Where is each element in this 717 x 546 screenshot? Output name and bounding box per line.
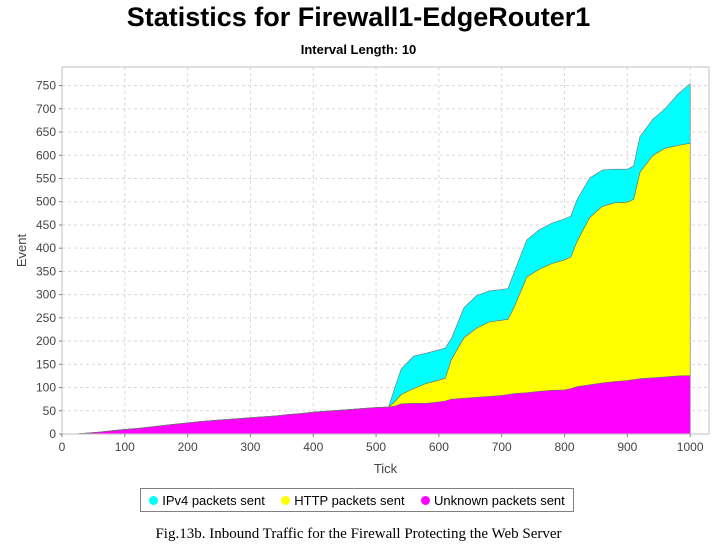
x-tick-label: 900 bbox=[617, 440, 637, 454]
x-tick-label: 1000 bbox=[677, 440, 704, 454]
y-axis-title: Event bbox=[14, 233, 29, 267]
y-tick-label: 250 bbox=[36, 311, 56, 325]
figure-caption: Fig.13b. Inbound Traffic for the Firewal… bbox=[155, 526, 562, 542]
legend-item-unknown: Unknown packets sent bbox=[420, 492, 565, 508]
y-tick-label: 450 bbox=[36, 218, 56, 232]
x-tick-label: 100 bbox=[115, 440, 135, 454]
x-tick-label: 700 bbox=[492, 440, 512, 454]
y-tick-label: 650 bbox=[36, 125, 56, 139]
x-tick-label: 0 bbox=[59, 440, 66, 454]
area-ipv4-packets-sent bbox=[61, 83, 691, 435]
y-tick-label: 150 bbox=[36, 357, 56, 371]
chart: 0 50 100 150 200 250 300 350 400 450 500 550 600 650 7… bbox=[14, 66, 710, 476]
y-tick-label: 600 bbox=[36, 148, 56, 162]
plot-border bbox=[61, 66, 710, 435]
legend-label-unknown: Unknown packets sent bbox=[433, 492, 565, 508]
y-tick-label: 300 bbox=[36, 288, 56, 302]
legend-label-http: HTTP packets sent bbox=[294, 492, 405, 508]
x-tick-label: 200 bbox=[178, 440, 198, 454]
chart-title: Statistics for Firewall1-EdgeRouter1 bbox=[126, 2, 591, 32]
y-tick-label: 100 bbox=[36, 381, 56, 395]
y-tick-label: 500 bbox=[36, 195, 56, 209]
y-tick-label: 750 bbox=[36, 79, 56, 93]
x-tick-label: 800 bbox=[555, 440, 575, 454]
y-tick-label: 0 bbox=[49, 427, 56, 441]
y-tick-label: 350 bbox=[36, 264, 56, 278]
x-tick-label: 600 bbox=[429, 440, 449, 454]
chart-legend: IPv4 packets sent HTTP packets sent Unkn… bbox=[140, 488, 574, 512]
y-tick-label: 50 bbox=[43, 404, 57, 418]
legend-label-ipv4: IPv4 packets sent bbox=[162, 492, 265, 508]
legend-swatch-ipv4 bbox=[149, 495, 159, 505]
y-tick-label: 200 bbox=[36, 334, 56, 348]
y-tick-label: 550 bbox=[36, 171, 56, 185]
chart-subtitle: Interval Length: 10 bbox=[300, 42, 417, 57]
x-axis-title: Tick bbox=[374, 461, 398, 476]
y-tick-label: 700 bbox=[36, 102, 56, 116]
legend-item-http: HTTP packets sent bbox=[281, 492, 405, 508]
x-tick-label: 400 bbox=[303, 440, 323, 454]
legend-item-ipv4: IPv4 packets sent bbox=[149, 493, 265, 508]
x-tick-label: 300 bbox=[240, 440, 260, 454]
x-tick-label: 500 bbox=[366, 440, 386, 454]
legend-swatch-unknown bbox=[420, 495, 430, 505]
legend-swatch-http bbox=[281, 495, 291, 505]
y-tick-label: 400 bbox=[36, 241, 56, 255]
